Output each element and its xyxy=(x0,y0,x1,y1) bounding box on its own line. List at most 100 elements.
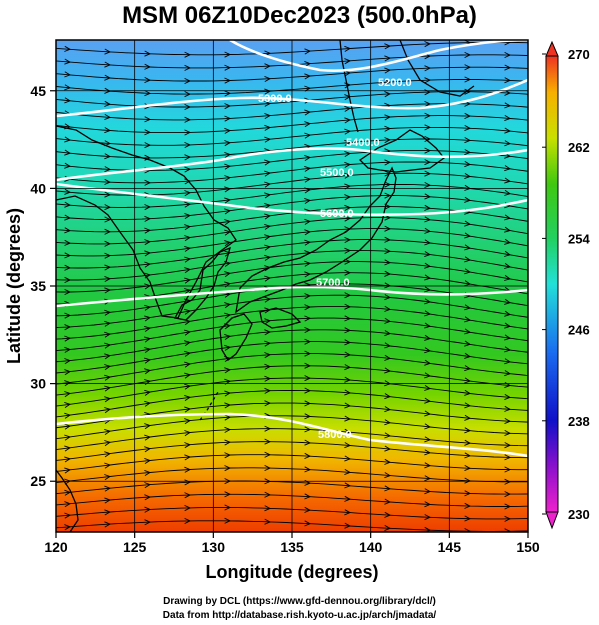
contour-label-5700: 5700.0 xyxy=(316,277,350,289)
streamline-arrowhead xyxy=(304,426,312,433)
streamline-arrowhead xyxy=(344,339,352,346)
streamline xyxy=(56,365,528,396)
streamline-arrowhead xyxy=(184,492,192,499)
streamline-arrowhead xyxy=(344,327,352,334)
streamline-arrowhead xyxy=(64,162,72,169)
streamline-arrowhead xyxy=(344,509,352,516)
streamline-arrowhead xyxy=(424,359,432,366)
streamline-arrowhead xyxy=(464,402,472,409)
streamline-arrowhead xyxy=(64,489,72,496)
streamline xyxy=(56,91,528,108)
streamline xyxy=(56,183,528,208)
streamline-arrowhead xyxy=(224,250,232,257)
streamline-arrowhead xyxy=(104,114,112,121)
streamline-arrowhead xyxy=(184,77,192,85)
streamline-arrowhead xyxy=(464,244,472,251)
streamline-arrowhead xyxy=(64,380,72,387)
streamline-arrowhead xyxy=(344,194,352,201)
streamline-arrowhead xyxy=(424,475,432,482)
streamline-arrowhead xyxy=(64,335,72,342)
streamline-arrowhead xyxy=(424,347,432,354)
streamline-arrowhead xyxy=(264,100,272,107)
streamline-arrowhead xyxy=(344,482,352,489)
streamline-arrowhead xyxy=(64,346,72,353)
streamline-arrowhead xyxy=(344,204,352,211)
streamline-arrowhead xyxy=(64,358,72,365)
streamline-arrowhead xyxy=(384,432,392,439)
streamline-arrowhead xyxy=(344,469,352,476)
streamline-arrowhead xyxy=(504,64,512,71)
streamline-arrowhead xyxy=(264,275,272,282)
streamline-arrowhead xyxy=(464,196,472,203)
streamline-arrowhead xyxy=(184,103,192,111)
streamline-arrowhead xyxy=(504,454,512,461)
streamline-arrowhead xyxy=(64,264,72,271)
streamline-arrowhead xyxy=(304,48,312,55)
streamline-arrowhead xyxy=(424,239,432,246)
streamline-arrowhead xyxy=(264,63,272,70)
streamline-arrowhead xyxy=(424,216,432,223)
streamline-arrowhead xyxy=(464,439,472,446)
streamline-arrowhead xyxy=(184,361,192,368)
streamline-arrowhead xyxy=(384,317,392,324)
contour-label-5800: 5800.0 xyxy=(318,429,352,441)
streamline-arrowhead xyxy=(184,340,192,347)
streamline xyxy=(56,377,528,407)
streamline-arrowhead xyxy=(144,368,152,375)
streamline-arrowhead xyxy=(424,41,432,48)
streamline-arrowhead xyxy=(464,427,472,434)
streamline xyxy=(56,239,528,269)
streamline-arrowhead xyxy=(104,216,112,223)
x-tick-label: 145 xyxy=(438,539,462,555)
streamline-arrowhead xyxy=(144,116,152,123)
streamline-arrowhead xyxy=(464,316,472,323)
streamline-arrowhead xyxy=(224,103,232,110)
streamline-arrowhead xyxy=(304,362,312,369)
streamline-arrowhead xyxy=(504,177,512,184)
streamline-arrowhead xyxy=(224,414,232,421)
streamline-arrowhead xyxy=(464,88,472,95)
streamline-arrowhead xyxy=(64,252,72,259)
streamline-arrowhead xyxy=(304,400,312,407)
streamline-arrowhead xyxy=(104,497,112,504)
contour-label-5300: 5300.0 xyxy=(258,93,292,105)
x-tick-label: 130 xyxy=(202,539,226,555)
streamline-arrowhead xyxy=(504,102,512,109)
streamline-arrowhead xyxy=(224,240,232,247)
streamline-arrowhead xyxy=(384,114,392,121)
streamline-arrowhead xyxy=(504,51,512,59)
streamline-arrowhead xyxy=(104,287,112,294)
streamline-arrowhead xyxy=(104,364,112,371)
streamline-arrowhead xyxy=(104,228,112,235)
streamline-arrowhead xyxy=(464,365,472,372)
streamline-arrowhead xyxy=(344,402,352,409)
streamline-arrowhead xyxy=(305,534,311,539)
streamline xyxy=(56,41,528,56)
streamline-arrowhead xyxy=(264,296,272,303)
streamline xyxy=(56,161,528,184)
streamline-arrowhead xyxy=(184,141,192,149)
streamline-arrowhead xyxy=(344,150,352,157)
streamline-arrowhead xyxy=(264,451,272,458)
streamline-arrowhead xyxy=(104,275,112,282)
colorbar-top-arrow xyxy=(545,40,559,57)
streamline-arrowhead xyxy=(424,65,432,72)
streamline xyxy=(56,454,528,472)
streamline-arrowhead xyxy=(104,127,112,134)
streamline-arrowhead xyxy=(424,147,432,154)
streamline-arrowhead xyxy=(384,91,392,98)
streamline-arrowhead xyxy=(144,531,145,532)
streamline xyxy=(56,228,528,257)
streamline-arrowhead xyxy=(304,493,312,500)
streamline-arrowhead xyxy=(464,161,472,168)
streamline-arrowhead xyxy=(504,238,512,245)
streamline-arrowhead xyxy=(104,428,112,435)
streamline-arrowhead xyxy=(184,267,192,274)
streamline-arrowhead xyxy=(64,401,72,408)
streamline-arrowhead xyxy=(384,330,392,337)
streamline-arrowhead xyxy=(304,132,312,139)
streamline-arrowhead xyxy=(424,274,432,281)
streamline-arrowhead xyxy=(504,358,512,365)
streamline-arrowhead xyxy=(464,232,472,239)
streamline-arrowhead xyxy=(424,182,432,189)
